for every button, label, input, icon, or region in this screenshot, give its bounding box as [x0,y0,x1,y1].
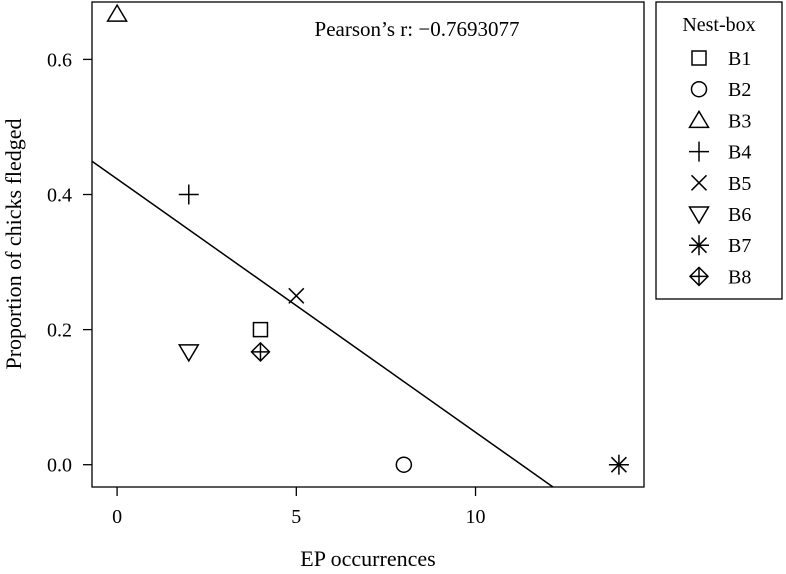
legend-marker-b4 [689,141,709,162]
data-point-b6 [177,344,200,363]
regression-line [91,160,554,488]
legend-marker-b2 [690,80,708,98]
pearson-annotation: Pearson’s r: −0.7693077 [315,17,520,41]
legend-label-b6: B6 [728,204,751,226]
legend-label-b4: B4 [728,142,751,164]
data-point-b8 [250,341,271,362]
y-axis-title: Proportion of chicks fledged [1,118,26,369]
legend-marker-b3 [688,109,710,129]
y-tick-label: 0.0 [47,455,72,477]
legend-marker-b7 [689,235,709,256]
y-axis: 0.0 0.2 0.4 0.6 [47,49,92,477]
data-point-b5 [288,287,305,304]
y-tick-label: 0.6 [47,49,72,71]
y-tick-label: 0.2 [47,320,72,342]
data-points [106,3,629,475]
legend-label-b8: B8 [728,266,751,288]
data-point-b2 [395,456,413,473]
legend-label-b1: B1 [728,48,751,70]
legend-label-b5: B5 [728,173,751,195]
legend-marker-b8 [688,266,710,287]
x-axis: 0 5 10 [112,487,486,528]
plot-frame [91,1,645,488]
data-point-b3 [106,3,128,22]
data-point-b4 [178,184,199,205]
legend-title: Nest-box [682,14,755,36]
x-axis-title: EP occurrences [300,546,435,571]
legend-label-b3: B3 [728,110,751,132]
data-point-b1 [252,321,269,338]
legend-marker-b5 [690,174,708,191]
legend-marker-b1 [691,50,707,66]
x-tick-label: 0 [112,506,122,528]
y-tick-label: 0.4 [47,185,72,207]
legend-marker-b6 [688,206,710,225]
x-tick-label: 10 [466,506,486,528]
legend-label-b2: B2 [728,79,751,101]
x-tick-label: 5 [291,506,301,528]
legend-box [655,1,783,300]
legend: Nest-box B1 B2 B3 B4 B5 B6 B7 B8 [655,1,783,300]
data-point-b7 [608,454,629,475]
legend-label-b7: B7 [728,235,751,257]
